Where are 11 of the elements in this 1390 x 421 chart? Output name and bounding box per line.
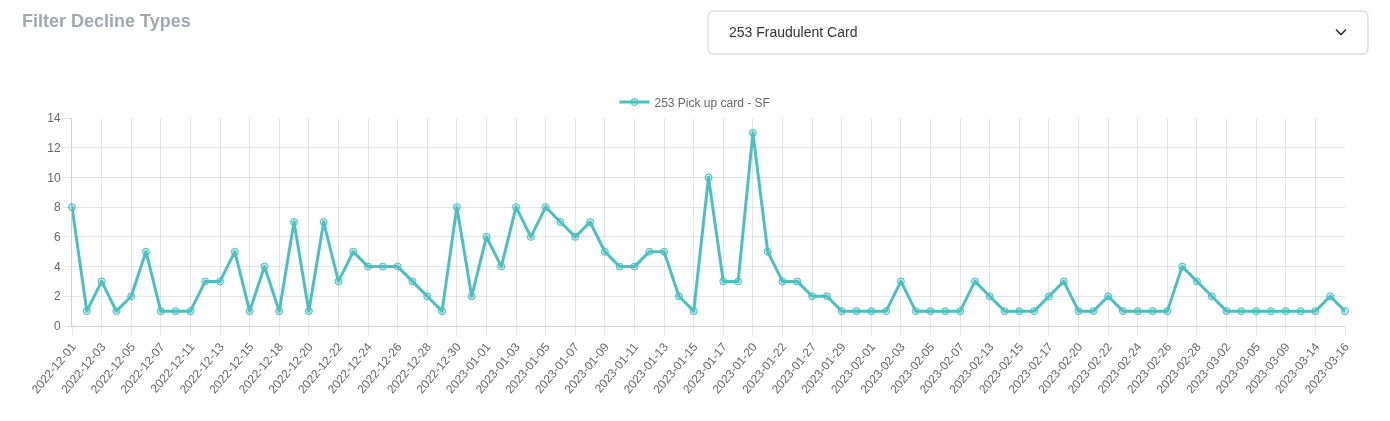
y-tick-label: 14 <box>47 111 61 126</box>
y-tick-label: 6 <box>53 230 61 245</box>
chart-title: Filter Decline Types <box>22 11 191 32</box>
y-tick-label: 8 <box>53 200 61 215</box>
text: 253 Fraudulent Card <box>729 24 858 40</box>
legend-label: 253 Pick up card - SF <box>654 95 770 110</box>
y-tick-label: 0 <box>53 319 61 334</box>
y-tick-label: 4 <box>53 259 61 274</box>
y-tick-label: 10 <box>47 170 61 185</box>
y-tick-label: 12 <box>47 140 61 155</box>
y-tick-label: 2 <box>53 289 61 304</box>
